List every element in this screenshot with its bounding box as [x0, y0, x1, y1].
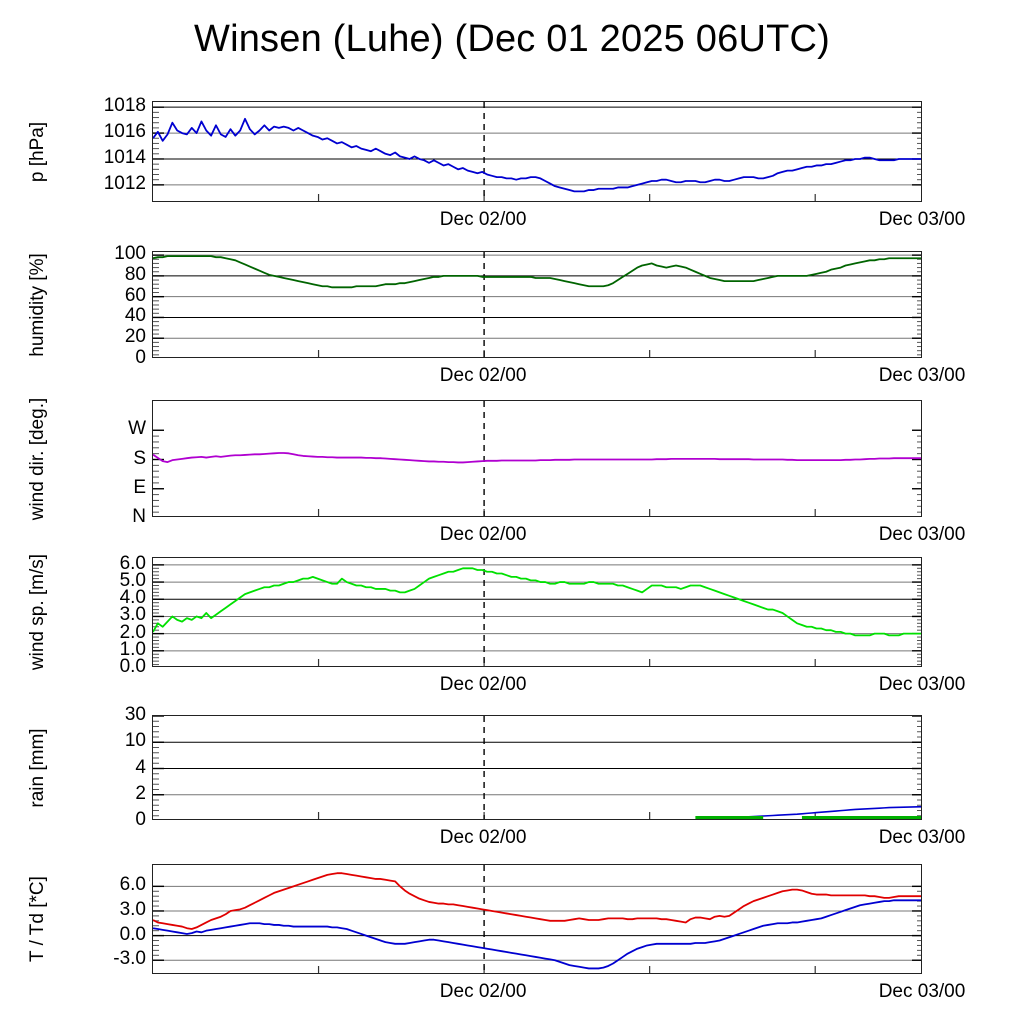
y-tick-wind_speed-4.0: 4.0 — [119, 587, 146, 609]
x-tick-label-humidity-0: Dec 02/00 — [439, 365, 527, 386]
y-tick-rain-4: 4 — [135, 756, 146, 778]
y-tick-wind_speed-5.0: 5.0 — [119, 570, 146, 592]
x-tick-label-pressure-0: Dec 02/00 — [439, 209, 527, 230]
y-tick-pressure-1016: 1016 — [103, 121, 146, 143]
plot-area-temperature — [152, 864, 922, 974]
y-axis-label-pressure: p [hPa] — [27, 121, 48, 182]
plot-area-wind_direction — [152, 400, 922, 517]
page-title: Winsen (Luhe) (Dec 01 2025 06UTC) — [194, 18, 830, 60]
x-tick-label-rain-1: Dec 03/00 — [878, 827, 966, 848]
y-tick-rain-30: 30 — [124, 704, 146, 725]
y-tick-humidity-40: 40 — [124, 305, 146, 327]
y-tick-pressure-1012: 1012 — [103, 172, 146, 194]
y-tick-humidity-0: 0 — [135, 347, 146, 368]
y-axis-label-wind_direction: wind dir. [deg.] — [27, 397, 48, 520]
y-tick-wind_speed-6.0: 6.0 — [119, 552, 146, 574]
y-tick-rain-10: 10 — [124, 730, 146, 752]
y-tick-wind_direction-W: W — [128, 418, 146, 440]
plot-area-wind_speed — [152, 557, 922, 667]
y-axis-label-wind_speed: wind sp. [m/s] — [27, 553, 48, 671]
y-tick-wind_direction-S: S — [133, 447, 146, 469]
y-tick-rain-2: 2 — [135, 782, 146, 804]
y-tick-temperature-3.0: 3.0 — [119, 898, 146, 920]
y-axis-label-temperature: T / Td [*C] — [27, 876, 48, 962]
y-axis-label-humidity: humidity [%] — [27, 252, 48, 357]
y-tick-humidity-20: 20 — [124, 326, 146, 348]
y-tick-wind_speed-3.0: 3.0 — [119, 604, 146, 626]
y-tick-wind_direction-N: N — [132, 506, 146, 527]
y-tick-rain-0: 0 — [135, 809, 146, 830]
x-tick-label-rain-0: Dec 02/00 — [439, 827, 527, 848]
y-tick-pressure-1018: 1018 — [103, 95, 146, 117]
y-axis-label-rain: rain [mm] — [27, 727, 48, 808]
x-tick-label-wind_direction-0: Dec 02/00 — [439, 524, 527, 545]
y-tick-humidity-80: 80 — [124, 263, 146, 285]
x-tick-label-wind_speed-1: Dec 03/00 — [878, 674, 966, 695]
y-tick-pressure-1014: 1014 — [103, 146, 146, 168]
x-tick-label-pressure-1: Dec 03/00 — [878, 209, 966, 230]
y-tick-humidity-100: 100 — [114, 243, 146, 265]
x-tick-label-temperature-0: Dec 02/00 — [439, 981, 527, 1002]
x-tick-label-temperature-1: Dec 03/00 — [878, 981, 966, 1002]
y-tick-wind_direction-E: E — [133, 476, 146, 498]
y-tick-wind_speed-2.0: 2.0 — [119, 621, 146, 643]
x-tick-label-wind_direction-1: Dec 03/00 — [878, 524, 966, 545]
y-tick-wind_speed-1.0: 1.0 — [119, 638, 146, 660]
y-tick-temperature-6.0: 6.0 — [119, 874, 146, 896]
plot-area-rain — [152, 715, 922, 820]
y-tick-humidity-60: 60 — [124, 284, 146, 306]
plot-area-humidity — [152, 251, 922, 358]
x-tick-label-humidity-1: Dec 03/00 — [878, 365, 966, 386]
y-tick-wind_speed-0.0: 0.0 — [119, 656, 146, 677]
y-tick-temperature--3.0: -3.0 — [113, 948, 146, 970]
plot-area-pressure — [152, 101, 922, 202]
x-tick-label-wind_speed-0: Dec 02/00 — [439, 674, 527, 695]
y-tick-temperature-0.0: 0.0 — [119, 923, 146, 945]
